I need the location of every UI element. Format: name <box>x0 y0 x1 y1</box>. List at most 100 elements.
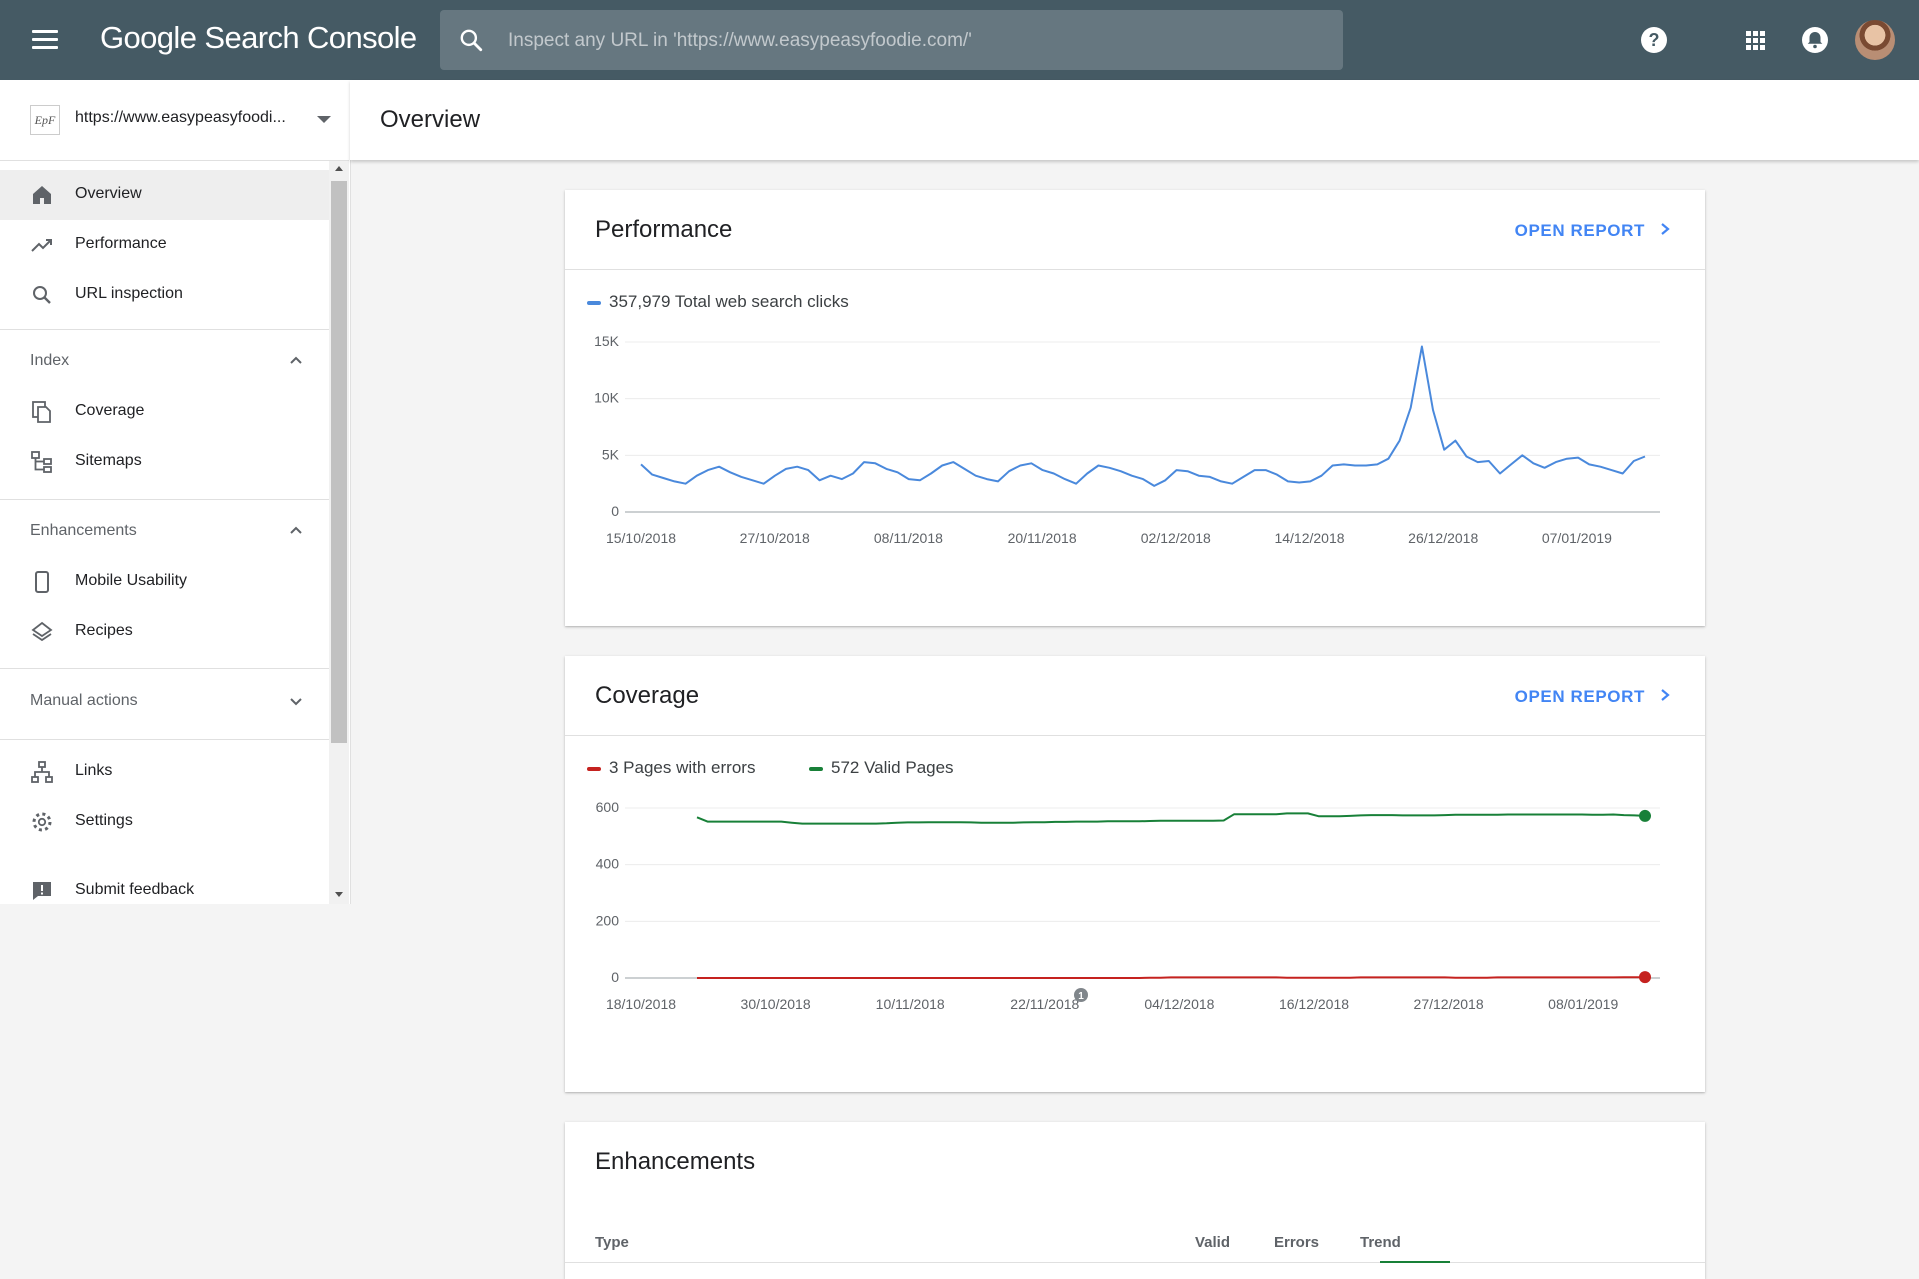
section-label: Manual actions <box>30 692 138 709</box>
scroll-down-arrow-icon[interactable] <box>335 892 343 897</box>
series-end-point[interactable] <box>1639 809 1651 822</box>
sidebar-item-url-inspection[interactable]: URL inspection <box>0 270 329 320</box>
sidebar-nav: Overview Performance URL inspection Inde… <box>0 161 329 904</box>
x-tick-label: 16/12/2018 <box>1279 996 1349 1012</box>
sidebar-scrollbar[interactable] <box>329 161 349 904</box>
top-app-bar: Google Search Console ? <box>0 0 1919 80</box>
scrollbar-thumb[interactable] <box>331 181 347 743</box>
card-title: Performance <box>595 216 733 243</box>
coverage-chart[interactable]: 0 200 400 600 18/10/2018 30/10/2018 10/11/2018… <box>565 786 1705 1086</box>
menu-icon[interactable] <box>28 26 62 54</box>
x-tick-label: 27/10/2018 <box>740 530 810 546</box>
section-label: Enhancements <box>30 522 137 539</box>
annotation-marker[interactable]: 1 <box>1074 988 1088 1002</box>
sidebar-item-recipes[interactable]: Recipes <box>0 607 329 657</box>
chart-legend[interactable]: 357,979 Total web search clicks <box>587 292 849 312</box>
svg-text:?: ? <box>1649 30 1660 50</box>
enhancements-card: Enhancements Type Valid Errors Trend <box>565 1122 1705 1279</box>
sidebar-item-label: Submit feedback <box>75 881 195 898</box>
x-tick-label: 15/10/2018 <box>606 530 676 546</box>
sidebar-item-performance[interactable]: Performance <box>0 220 329 270</box>
open-report-link[interactable]: OPEN REPORT <box>1515 221 1671 241</box>
annotation-label: 1 <box>1078 991 1084 1002</box>
user-avatar[interactable] <box>1855 20 1895 60</box>
chevron-down-icon[interactable] <box>287 692 305 710</box>
performance-card: Performance OPEN REPORT 357,979 Total we… <box>565 190 1705 626</box>
sidebar-item-label: Recipes <box>75 622 133 639</box>
app-title[interactable]: Google Search Console <box>100 20 417 55</box>
url-inspect-search[interactable] <box>440 10 1343 72</box>
x-tick-label: 08/11/2018 <box>874 530 943 546</box>
series-end-point[interactable] <box>1639 971 1651 984</box>
apps-grid-icon[interactable] <box>1737 22 1773 58</box>
divider <box>0 668 329 669</box>
sidebar-item-submit-feedback[interactable]: Submit feedback <box>0 866 329 904</box>
search-input[interactable] <box>506 10 1330 72</box>
column-header-valid[interactable]: Valid <box>1195 1234 1231 1251</box>
x-tick-label: 30/10/2018 <box>741 996 811 1012</box>
x-tick-label: 27/12/2018 <box>1414 996 1484 1012</box>
sidebar-item-label: Performance <box>75 235 167 252</box>
series-line[interactable] <box>696 812 1646 825</box>
performance-chart[interactable]: 0 5K 10K 15K 15/10/2018 27/10/2018 08/11/2018 2… <box>565 320 1705 620</box>
x-tick-label: 04/12/2018 <box>1144 996 1214 1012</box>
sidebar-item-label: Settings <box>75 812 133 829</box>
series-line[interactable] <box>697 976 1645 979</box>
coverage-card: Coverage OPEN REPORT 3 Pages with errors… <box>565 656 1705 1092</box>
sidebar-item-coverage[interactable]: Coverage <box>0 387 329 437</box>
dropdown-caret-icon[interactable] <box>317 116 331 123</box>
sidebar-item-sitemaps[interactable]: Sitemaps <box>0 437 329 487</box>
page-header: Overview <box>350 80 1919 160</box>
divider <box>0 499 329 500</box>
y-tick-label: 0 <box>611 503 619 519</box>
search-icon[interactable] <box>458 27 484 53</box>
card-title: Enhancements <box>595 1148 756 1175</box>
y-tick-label: 200 <box>596 912 620 928</box>
sidebar-item-label: URL inspection <box>75 285 183 302</box>
chart-legend-valid[interactable]: 572 Valid Pages <box>809 758 954 778</box>
sidebar-item-links[interactable]: Links <box>0 747 329 797</box>
legend-swatch <box>809 766 823 771</box>
pages-icon <box>32 401 51 423</box>
column-header-trend[interactable]: Trend <box>1360 1234 1401 1251</box>
enhancements-table-header: Type Valid Errors Trend <box>565 1234 1705 1263</box>
scroll-up-arrow-icon[interactable] <box>335 166 343 171</box>
x-tick-label: 20/11/2018 <box>1008 530 1077 546</box>
property-url: https://www.easypeasyfoodi... <box>75 109 286 126</box>
open-report-label: OPEN REPORT <box>1514 221 1645 240</box>
chevron-up-icon[interactable] <box>287 352 305 370</box>
y-tick-label: 10K <box>594 390 620 406</box>
legend-swatch <box>587 766 601 771</box>
sidebar-item-overview[interactable]: Overview <box>0 170 329 220</box>
chevron-right-icon <box>1659 221 1671 241</box>
chart-legend-errors[interactable]: 3 Pages with errors <box>587 758 755 778</box>
trend-sparkline <box>1380 1261 1450 1263</box>
x-tick-label: 10/11/2018 <box>876 996 945 1012</box>
y-tick-label: 0 <box>611 969 619 985</box>
divider <box>0 739 329 740</box>
column-header-type[interactable]: Type <box>595 1234 629 1251</box>
property-selector[interactable]: EpF https://www.easypeasyfoodi... <box>0 80 349 161</box>
open-report-link[interactable]: OPEN REPORT <box>1515 687 1671 707</box>
open-report-label: OPEN REPORT <box>1514 687 1645 706</box>
y-tick-label: 400 <box>596 856 620 872</box>
page-title: Overview <box>380 106 481 133</box>
sidebar-item-mobile-usability[interactable]: Mobile Usability <box>0 557 329 607</box>
section-manual-actions[interactable]: Manual actions <box>0 677 329 727</box>
sidebar-item-label: Sitemaps <box>75 452 142 469</box>
y-tick-label: 15K <box>594 333 620 349</box>
section-index[interactable]: Index <box>0 337 329 387</box>
section-enhancements[interactable]: Enhancements <box>0 507 329 557</box>
x-tick-label: 14/12/2018 <box>1274 530 1344 546</box>
feedback-icon <box>33 882 51 900</box>
column-header-errors[interactable]: Errors <box>1274 1234 1320 1251</box>
series-line[interactable] <box>640 345 1646 487</box>
chevron-up-icon[interactable] <box>287 522 305 540</box>
help-icon[interactable]: ? <box>1636 22 1672 58</box>
gear-icon <box>32 812 52 832</box>
notifications-icon[interactable] <box>1797 22 1833 58</box>
sidebar-item-settings[interactable]: Settings <box>0 797 329 847</box>
card-title: Coverage <box>595 682 700 709</box>
sitemap-icon <box>31 451 52 473</box>
legend-label: 572 Valid Pages <box>831 758 954 777</box>
